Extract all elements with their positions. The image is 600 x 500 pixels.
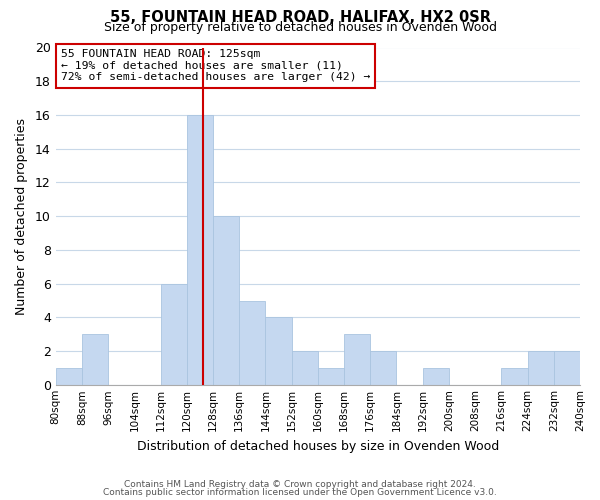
Bar	[187, 115, 213, 385]
Bar	[502, 368, 527, 385]
Bar	[265, 318, 292, 385]
Bar	[239, 300, 265, 385]
Text: 55, FOUNTAIN HEAD ROAD, HALIFAX, HX2 0SR: 55, FOUNTAIN HEAD ROAD, HALIFAX, HX2 0SR	[110, 10, 491, 25]
Bar	[292, 351, 318, 385]
Bar	[554, 351, 580, 385]
Bar	[423, 368, 449, 385]
Text: Contains public sector information licensed under the Open Government Licence v3: Contains public sector information licen…	[103, 488, 497, 497]
Bar	[56, 368, 82, 385]
X-axis label: Distribution of detached houses by size in Ovenden Wood: Distribution of detached houses by size …	[137, 440, 499, 452]
Bar	[344, 334, 370, 385]
Text: 55 FOUNTAIN HEAD ROAD: 125sqm
← 19% of detached houses are smaller (11)
72% of s: 55 FOUNTAIN HEAD ROAD: 125sqm ← 19% of d…	[61, 49, 370, 82]
Bar	[318, 368, 344, 385]
Bar	[213, 216, 239, 385]
Bar	[370, 351, 397, 385]
Text: Contains HM Land Registry data © Crown copyright and database right 2024.: Contains HM Land Registry data © Crown c…	[124, 480, 476, 489]
Y-axis label: Number of detached properties: Number of detached properties	[15, 118, 28, 314]
Text: Size of property relative to detached houses in Ovenden Wood: Size of property relative to detached ho…	[104, 22, 497, 35]
Bar	[82, 334, 108, 385]
Bar	[161, 284, 187, 385]
Bar	[527, 351, 554, 385]
